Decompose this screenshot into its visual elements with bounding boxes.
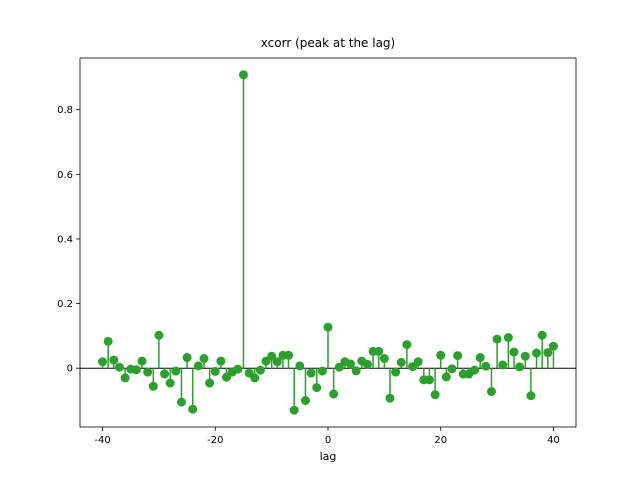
marker xyxy=(436,350,446,360)
x-tick-label: 0 xyxy=(325,435,331,446)
marker xyxy=(486,386,496,396)
marker xyxy=(351,366,361,376)
marker xyxy=(312,383,322,393)
marker xyxy=(424,375,434,385)
marker xyxy=(346,359,356,369)
marker xyxy=(441,372,451,382)
marker xyxy=(109,355,119,365)
marker xyxy=(413,357,423,367)
marker xyxy=(165,378,175,388)
marker xyxy=(103,336,113,346)
marker xyxy=(453,351,463,361)
marker xyxy=(532,348,542,358)
marker xyxy=(509,347,519,357)
marker xyxy=(233,364,243,374)
marker xyxy=(396,357,406,367)
marker xyxy=(188,404,198,414)
marker xyxy=(193,361,203,371)
marker xyxy=(515,362,525,372)
marker xyxy=(114,362,124,372)
marker xyxy=(329,389,339,399)
marker xyxy=(267,351,277,361)
marker xyxy=(289,405,299,415)
marker xyxy=(300,396,310,406)
marker xyxy=(171,366,181,376)
marker xyxy=(503,332,513,342)
marker xyxy=(385,393,395,403)
y-tick-label: 0.6 xyxy=(57,170,73,181)
marker xyxy=(120,373,130,383)
marker xyxy=(362,359,372,369)
marker xyxy=(470,365,480,375)
marker xyxy=(379,353,389,363)
y-tick-label: 0.4 xyxy=(57,234,73,245)
x-axis-label: lag xyxy=(320,450,337,463)
marker xyxy=(148,381,158,391)
marker xyxy=(475,353,485,363)
marker xyxy=(143,367,153,377)
marker xyxy=(295,361,305,371)
x-tick-label: -40 xyxy=(94,435,110,446)
marker xyxy=(160,369,170,379)
marker xyxy=(323,322,333,332)
x-tick-label: 40 xyxy=(547,435,560,446)
marker xyxy=(284,350,294,360)
marker xyxy=(210,366,220,376)
marker xyxy=(176,397,186,407)
marker xyxy=(205,378,215,388)
marker xyxy=(374,346,384,356)
marker xyxy=(391,367,401,377)
marker xyxy=(520,351,530,361)
marker xyxy=(250,373,260,383)
marker xyxy=(498,360,508,370)
marker xyxy=(182,353,192,363)
marker xyxy=(537,330,547,340)
marker xyxy=(334,362,344,372)
marker xyxy=(548,341,558,351)
chart-title: xcorr (peak at the lag) xyxy=(261,36,395,50)
y-tick-label: 0.2 xyxy=(57,299,73,310)
y-tick-label: 0 xyxy=(67,364,73,375)
marker xyxy=(306,368,316,378)
marker xyxy=(447,364,457,374)
marker xyxy=(199,353,209,363)
marker xyxy=(492,334,502,344)
marker xyxy=(317,366,327,376)
marker xyxy=(238,70,248,80)
x-tick-label: -20 xyxy=(207,435,223,446)
marker xyxy=(137,356,147,366)
marker xyxy=(481,361,491,371)
x-tick-label: 20 xyxy=(434,435,447,446)
marker xyxy=(98,357,108,367)
marker xyxy=(272,357,282,367)
marker xyxy=(526,391,536,401)
marker xyxy=(255,365,265,375)
marker xyxy=(216,356,226,366)
marker xyxy=(543,348,553,358)
marker xyxy=(402,340,412,350)
marker xyxy=(430,390,440,400)
plot-frame xyxy=(79,57,577,428)
y-tick-label: 0.8 xyxy=(57,105,73,116)
marker xyxy=(154,330,164,340)
marker xyxy=(131,365,141,375)
